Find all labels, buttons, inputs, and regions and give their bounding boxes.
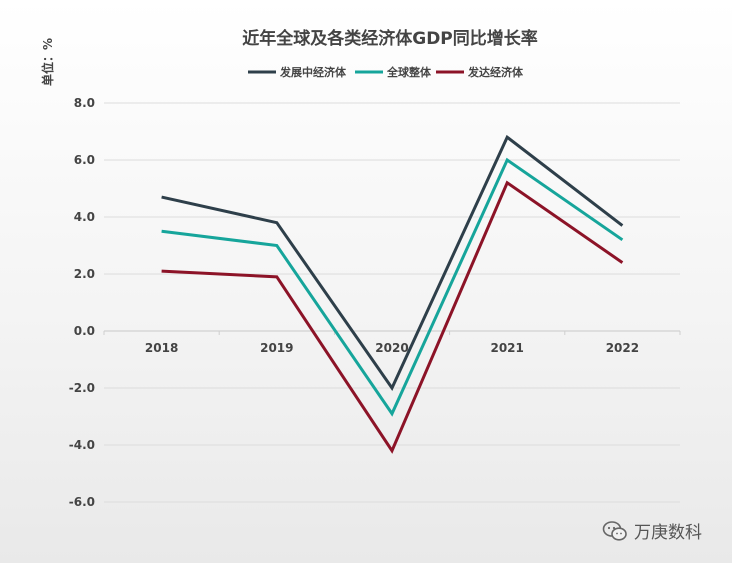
chart-title: 近年全球及各类经济体GDP同比增长率	[242, 28, 538, 49]
y-tick-label: 0.0	[74, 324, 95, 338]
y-axis-unit-label: 单位：%	[40, 38, 55, 86]
x-tick-label: 2020	[375, 341, 408, 355]
x-tick-label: 2018	[145, 341, 178, 355]
legend-label-3: 发达经济体	[467, 65, 524, 79]
x-tick-label: 2022	[606, 341, 639, 355]
watermark: 万庚数科	[602, 518, 702, 543]
x-tick-label: 2019	[260, 341, 293, 355]
gridlines	[103, 102, 681, 503]
wechat-icon	[602, 520, 627, 541]
series-line-2	[161, 157, 624, 417]
series-line-1	[161, 134, 624, 392]
y-tick-label: -2.0	[69, 381, 95, 395]
legend-label-1: 发展中经济体	[279, 65, 347, 79]
y-tick-label: -4.0	[69, 438, 95, 452]
watermark-text: 万庚数科	[634, 523, 702, 543]
y-tick-label: 4.0	[74, 210, 95, 224]
y-tick-label: 2.0	[74, 267, 95, 281]
y-tick-label: -6.0	[69, 495, 95, 509]
series-lines	[161, 134, 624, 454]
x-tick-labels: 2018 2019 2020 2021 2022	[145, 341, 639, 355]
y-tick-label: 8.0	[74, 96, 95, 110]
legend-label-2: 全球整体	[386, 65, 432, 79]
x-tick-label: 2021	[490, 341, 523, 355]
series-line-3	[161, 180, 624, 454]
y-tick-labels: 8.0 6.0 4.0 2.0 0.0 -2.0 -4.0 -6.0	[69, 96, 95, 509]
y-tick-label: 6.0	[74, 153, 95, 167]
legend: 发展中经济体 全球整体 发达经济体	[248, 65, 524, 79]
